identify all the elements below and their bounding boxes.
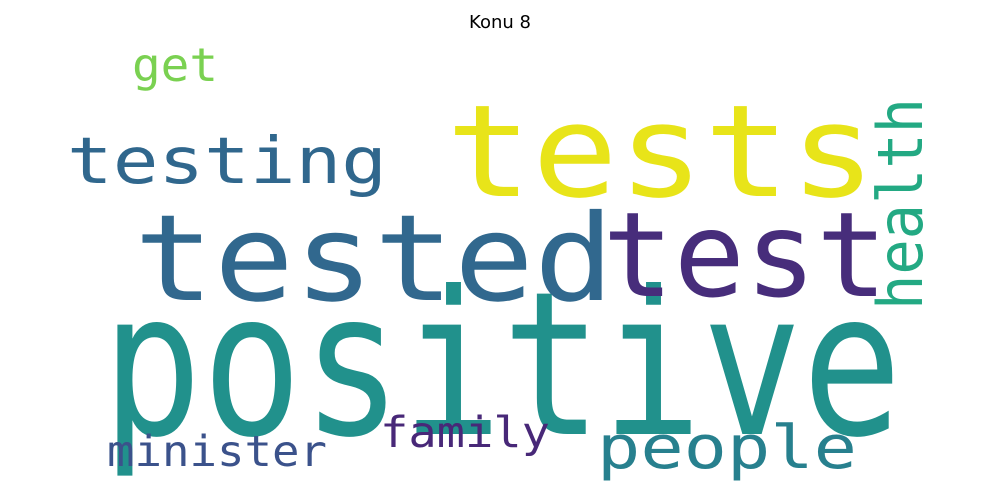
word-tested: tested xyxy=(134,190,614,329)
word-positive: positive xyxy=(102,249,902,482)
word-health: health xyxy=(864,98,937,310)
word-test: test xyxy=(603,186,888,324)
figure-title: Konu 8 xyxy=(469,12,531,33)
word-family: family xyxy=(380,408,550,458)
word-minister: minister xyxy=(107,427,327,477)
word-cloud: positive tests tested test testing people heal… xyxy=(52,38,952,488)
word-testing: testing xyxy=(67,125,387,199)
word-get: get xyxy=(132,38,218,92)
word-people: people xyxy=(597,413,857,483)
word-tests: tests xyxy=(446,78,876,227)
